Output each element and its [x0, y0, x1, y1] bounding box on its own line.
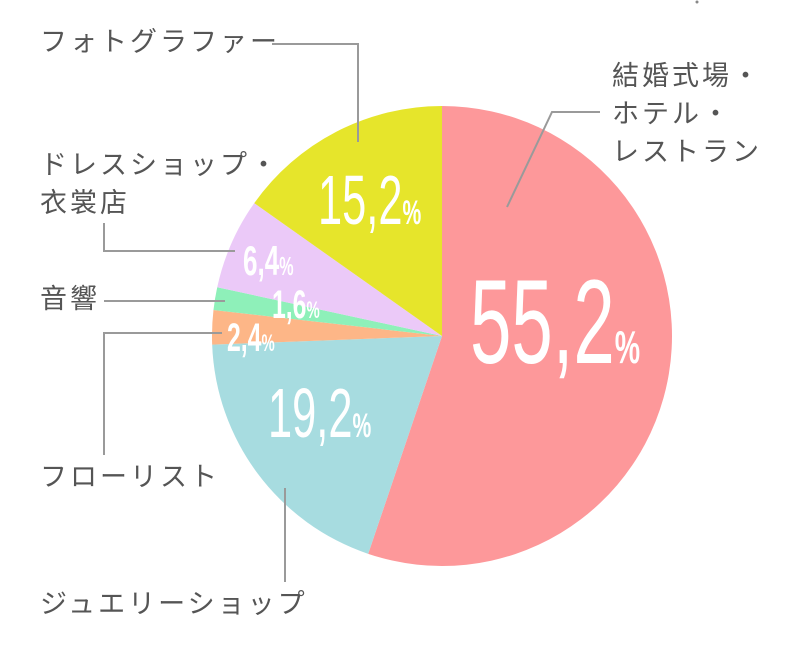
label-wedding-line1: 結婚式場・ [612, 61, 762, 92]
value-dress-number: 6,4% [243, 237, 294, 284]
label-dress: ドレスショップ・ 衣裳店 [40, 147, 280, 223]
label-jewelry: ジュエリーショップ [40, 589, 308, 620]
pie-slice [212, 336, 442, 554]
label-audio: 音響 [40, 284, 100, 315]
top-dot [695, 0, 699, 4]
label-florist: フローリスト [40, 462, 220, 493]
leader-line-dress [103, 223, 235, 252]
value-jewelry: 19,2% [268, 378, 434, 461]
label-wedding: 結婚式場・ ホテル・ レストラン [612, 58, 762, 172]
value-jewelry-number: 19,2% [268, 374, 372, 452]
leader-line-wedding [506, 111, 600, 208]
label-dress-line1: ドレスショップ・ [40, 150, 280, 181]
pie-slice [212, 310, 442, 345]
label-wedding-line3: レストラン [612, 137, 762, 168]
value-audio: 1,6% [272, 285, 349, 331]
value-photographer: 15,2% [318, 165, 484, 248]
label-dress-line2: 衣裳店 [40, 188, 130, 219]
leader-line-florist [103, 332, 222, 455]
value-wedding: 55,2% [470, 262, 744, 407]
value-dress: 6,4% [243, 240, 325, 287]
value-audio-number: 1,6% [272, 283, 320, 327]
pie-slice [254, 106, 442, 336]
label-wedding-line2: ホテル・ [612, 99, 732, 130]
value-florist: 2,4% [227, 318, 304, 364]
label-photographer: フォトグラファー [40, 27, 280, 58]
value-florist-number: 2,4% [227, 316, 275, 360]
value-wedding-number: 55,2% [470, 255, 641, 389]
pie-slices [212, 106, 673, 567]
value-photographer-number: 15,2% [318, 161, 422, 239]
pie-slice [213, 287, 442, 336]
pie-slice [368, 106, 673, 567]
pie-slice [217, 203, 442, 336]
leader-lines [103, 43, 600, 582]
leader-line-photographer [272, 43, 359, 142]
